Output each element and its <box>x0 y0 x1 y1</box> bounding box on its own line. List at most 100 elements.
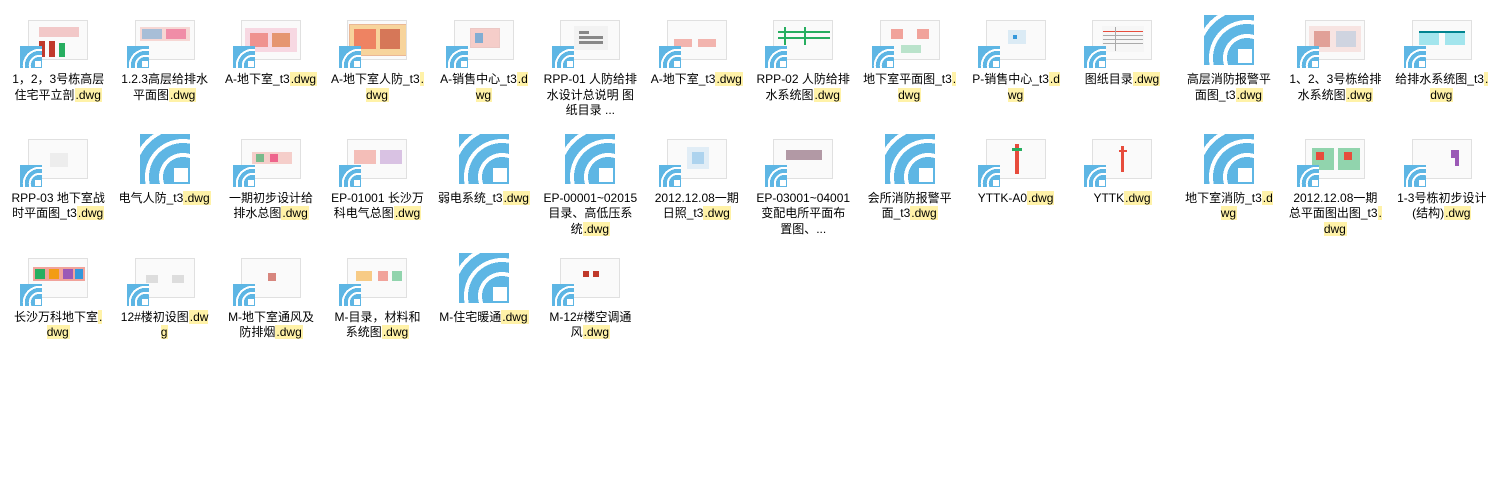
file-thumbnail <box>125 248 205 308</box>
file-item[interactable]: EP-00001~02015 目录、高低压系统.dwg <box>540 127 640 240</box>
dwg-overlay-icon <box>20 165 42 187</box>
dwg-overlay-icon <box>339 165 361 187</box>
file-thumbnail <box>337 248 417 308</box>
file-item[interactable]: YTTK.dwg <box>1072 127 1172 240</box>
file-item[interactable]: 12#楼初设图.dwg <box>114 246 214 343</box>
file-item[interactable]: 会所消防报警平面_t3.dwg <box>859 127 959 240</box>
search-highlight: .dwg <box>77 206 104 220</box>
file-item[interactable]: 弱电系统_t3.dwg <box>434 127 534 240</box>
file-name-label: 长沙万科地下室.dwg <box>11 310 106 341</box>
file-name-label: M-住宅暖通.dwg <box>439 310 528 326</box>
search-highlight: .dwg <box>1124 191 1151 205</box>
file-name-label: P-销售中心_t3.dwg <box>969 72 1064 103</box>
file-thumbnail <box>444 129 524 189</box>
search-highlight: .dwg <box>382 325 409 339</box>
dwg-overlay-icon <box>659 46 681 68</box>
file-item[interactable]: 图纸目录.dwg <box>1072 8 1172 121</box>
file-name-label: 弱电系统_t3.dwg <box>438 191 530 207</box>
file-item[interactable]: 1、2、3号栋给排水系统图.dwg <box>1285 8 1385 121</box>
file-name-label: YTTK-A0.dwg <box>978 191 1055 207</box>
dwg-overlay-icon <box>1404 165 1426 187</box>
dwg-default-icon <box>1204 134 1254 184</box>
file-name-label: RPP-03 地下室战时平面图_t3.dwg <box>11 191 106 222</box>
search-highlight: .dwg <box>275 325 302 339</box>
file-name-label: 1.2.3高层给排水平面图.dwg <box>117 72 212 103</box>
file-item[interactable]: 1-3号栋初步设计(结构).dwg <box>1392 127 1492 240</box>
file-item[interactable]: 给排水系统图_t3.dwg <box>1392 8 1492 121</box>
file-item[interactable]: EP-01001 长沙万科电气总图.dwg <box>327 127 427 240</box>
file-item[interactable]: 2012.12.08一期总平面图出图_t3.dwg <box>1285 127 1385 240</box>
file-item[interactable]: 1.2.3高层给排水平面图.dwg <box>114 8 214 121</box>
file-name-label: 地下室消防_t3.dwg <box>1181 191 1276 222</box>
file-thumbnail <box>444 10 524 70</box>
dwg-overlay-icon <box>1404 46 1426 68</box>
file-name-label: A-销售中心_t3.dwg <box>436 72 531 103</box>
dwg-default-icon <box>885 134 935 184</box>
search-highlight: .dwg <box>169 88 196 102</box>
dwg-overlay-icon <box>1084 165 1106 187</box>
file-item[interactable]: A-销售中心_t3.dwg <box>434 8 534 121</box>
dwg-overlay-icon <box>20 284 42 306</box>
file-item[interactable]: A-地下室人防_t3.dwg <box>327 8 427 121</box>
file-item[interactable]: 地下室消防_t3.dwg <box>1179 127 1279 240</box>
file-name-label: RPP-01 人防给排水设计总说明 图纸目录 ... <box>543 72 638 119</box>
search-highlight: .dwg <box>290 72 317 86</box>
file-item[interactable]: 一期初步设计给排水总图.dwg <box>221 127 321 240</box>
file-name-label: EP-01001 长沙万科电气总图.dwg <box>330 191 425 222</box>
file-item[interactable]: P-销售中心_t3.dwg <box>966 8 1066 121</box>
file-item[interactable]: 长沙万科地下室.dwg <box>8 246 108 343</box>
file-name-label: 1-3号栋初步设计(结构).dwg <box>1394 191 1489 222</box>
dwg-overlay-icon <box>20 46 42 68</box>
dwg-overlay-icon <box>127 284 149 306</box>
file-item[interactable]: YTTK-A0.dwg <box>966 127 1066 240</box>
file-thumbnail <box>763 129 843 189</box>
file-item[interactable]: M-住宅暖通.dwg <box>434 246 534 343</box>
file-item[interactable]: M-12#楼空调通风.dwg <box>540 246 640 343</box>
file-item[interactable]: M-地下室通风及防排烟.dwg <box>221 246 321 343</box>
file-item[interactable]: 高层消防报警平面图_t3.dwg <box>1179 8 1279 121</box>
file-thumbnail <box>337 10 417 70</box>
file-item[interactable]: 1，2，3号栋高层住宅平立剖.dwg <box>8 8 108 121</box>
search-highlight: .dwg <box>1027 191 1054 205</box>
file-name-label: 12#楼初设图.dwg <box>117 310 212 341</box>
file-item[interactable]: RPP-02 人防给排水系统图.dwg <box>753 8 853 121</box>
dwg-default-icon <box>140 134 190 184</box>
file-thumbnail <box>337 129 417 189</box>
file-thumbnail <box>1402 129 1482 189</box>
search-highlight: .dwg <box>583 222 610 236</box>
file-item[interactable]: RPP-03 地下室战时平面图_t3.dwg <box>8 127 108 240</box>
file-name-label: A-地下室人防_t3.dwg <box>330 72 425 103</box>
file-item[interactable]: RPP-01 人防给排水设计总说明 图纸目录 ... <box>540 8 640 121</box>
file-name-label: 一期初步设计给排水总图.dwg <box>224 191 319 222</box>
dwg-overlay-icon <box>1297 46 1319 68</box>
search-highlight: .dwg <box>583 325 610 339</box>
file-name-label: EP-03001~04001 变配电所平面布置图、... <box>756 191 851 238</box>
file-item[interactable]: EP-03001~04001 变配电所平面布置图、... <box>753 127 853 240</box>
search-highlight: .dwg <box>814 88 841 102</box>
dwg-overlay-icon <box>1297 165 1319 187</box>
file-thumbnail <box>870 129 950 189</box>
file-item[interactable]: A-地下室_t3.dwg <box>647 8 747 121</box>
file-thumbnail <box>976 129 1056 189</box>
file-item[interactable]: 2012.12.08一期日照_t3.dwg <box>647 127 747 240</box>
dwg-overlay-icon <box>765 46 787 68</box>
file-name-label: M-目录，材料和系统图.dwg <box>330 310 425 341</box>
file-item[interactable]: M-目录，材料和系统图.dwg <box>327 246 427 343</box>
file-item[interactable]: 地下室平面图_t3.dwg <box>859 8 959 121</box>
file-name-label: 2012.12.08一期总平面图出图_t3.dwg <box>1288 191 1383 238</box>
dwg-overlay-icon <box>233 284 255 306</box>
search-highlight: .dwg <box>183 191 210 205</box>
file-thumbnail <box>870 10 950 70</box>
file-thumbnail <box>550 129 630 189</box>
dwg-default-icon <box>565 134 615 184</box>
dwg-overlay-icon <box>978 46 1000 68</box>
file-name-label: 给排水系统图_t3.dwg <box>1394 72 1489 103</box>
dwg-default-icon <box>1204 15 1254 65</box>
file-thumbnail <box>1189 10 1269 70</box>
file-thumbnail <box>1082 129 1162 189</box>
file-thumbnail <box>657 10 737 70</box>
file-thumbnail <box>1295 129 1375 189</box>
file-item[interactable]: 电气人防_t3.dwg <box>114 127 214 240</box>
file-item[interactable]: A-地下室_t3.dwg <box>221 8 321 121</box>
search-highlight: .dwg <box>703 206 730 220</box>
